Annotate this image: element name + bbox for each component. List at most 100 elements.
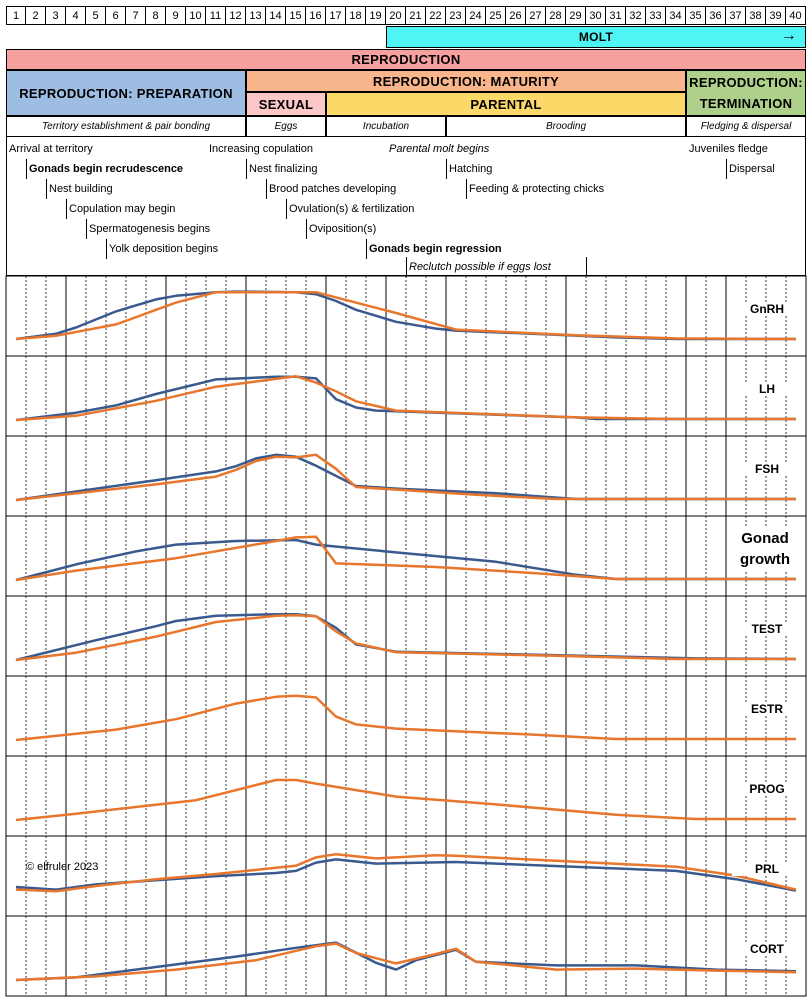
day-cell: 10 (186, 6, 206, 25)
phase-termination-label-1: REPRODUCTION: (689, 75, 803, 90)
reproduction-label: REPRODUCTION (351, 52, 461, 67)
phase-parental-label: PARENTAL (470, 96, 542, 112)
panel-border (5, 675, 807, 757)
day-cell: 16 (306, 6, 326, 25)
day-cell: 26 (506, 6, 526, 25)
female-series-line (15, 852, 797, 893)
subphase-incubation-label: Incubation (362, 121, 410, 132)
day-cell: 31 (606, 6, 626, 25)
event-marker (406, 257, 407, 277)
event-label: Gonads begin regression (369, 243, 502, 255)
event-label: Nest building (49, 183, 113, 195)
molt-label: MOLT (578, 30, 614, 44)
male-series-line (15, 375, 796, 422)
male-series-line (15, 453, 796, 502)
day-cell: 27 (526, 6, 546, 25)
phase-sexual-label: SEXUAL (258, 96, 314, 112)
event-marker (266, 179, 267, 199)
arrow-right-icon: → (780, 27, 797, 44)
subphase-eggs-label: Eggs (274, 121, 298, 132)
hormone-label: GnRH (732, 302, 802, 316)
male-series-line (15, 941, 797, 982)
male-series-line (15, 290, 796, 341)
day-cell: 3 (46, 6, 66, 25)
phase-termination-label-2: TERMINATION (699, 96, 793, 111)
day-cell: 9 (166, 6, 186, 25)
day-cell: 36 (706, 6, 726, 25)
day-cell: 24 (466, 6, 486, 25)
hormone-label: PRL (732, 862, 802, 876)
panel-border (5, 435, 807, 517)
day-cell: 19 (366, 6, 386, 25)
day-cell: 2 (26, 6, 46, 25)
day-cell: 38 (746, 6, 766, 25)
day-cell: 13 (246, 6, 266, 25)
event-marker (86, 219, 87, 239)
panel-border (5, 835, 807, 917)
subphase-incubation: Incubation (326, 116, 446, 137)
female-series-line (15, 614, 796, 662)
event-marker (466, 179, 467, 199)
subphase-territory: Territory establishment & pair bonding (6, 116, 246, 137)
day-cell: 18 (346, 6, 366, 25)
day-cell: 12 (226, 6, 246, 25)
event-marker (446, 159, 447, 179)
day-cell: 22 (426, 6, 446, 25)
event-label: Nest finalizing (249, 163, 318, 175)
panel-border (5, 355, 807, 437)
day-cell: 11 (206, 6, 226, 25)
phase-preparation: REPRODUCTION: PREPARATION (6, 70, 246, 116)
male-series-line (15, 858, 797, 892)
day-cell: 30 (586, 6, 606, 25)
day-cell: 21 (406, 6, 426, 25)
hormone-label: TEST (732, 622, 802, 636)
event-label: Feeding & protecting chicks (469, 183, 605, 195)
event-marker (726, 159, 727, 179)
subphase-brooding: Brooding (446, 116, 686, 137)
day-cell: 14 (266, 6, 286, 25)
event-marker (246, 159, 247, 179)
panel-border (5, 595, 807, 677)
day-cell: 33 (646, 6, 666, 25)
event-marker (26, 159, 27, 179)
female-series-line (15, 778, 796, 822)
day-cell: 29 (566, 6, 586, 25)
subphase-territory-label: Territory establishment & pair bonding (41, 121, 211, 132)
phase-sexual: SEXUAL (246, 92, 326, 116)
male-series-line (15, 538, 796, 582)
day-cell: 35 (686, 6, 706, 25)
female-series-line (15, 375, 796, 422)
day-cell: 34 (666, 6, 686, 25)
event-marker (46, 179, 47, 199)
subphase-brooding-label: Brooding (545, 121, 587, 132)
hormone-label: FSH (732, 462, 802, 476)
event-marker (306, 219, 307, 239)
phase-termination: REPRODUCTION: TERMINATION (686, 70, 806, 116)
hormone-label: CORT (732, 942, 802, 956)
subphase-fledging: Fledging & dispersal (686, 116, 806, 137)
day-cell: 7 (126, 6, 146, 25)
event-label: Reclutch possible if eggs lost (409, 261, 551, 273)
day-cell: 25 (486, 6, 506, 25)
reproduction-band: REPRODUCTION (6, 49, 806, 70)
event-marker (366, 239, 367, 259)
panel-border (5, 515, 807, 597)
event-label: Brood patches developing (269, 183, 397, 195)
hormone-label: Gonad growth (734, 528, 796, 570)
event-label: Spermatogenesis begins (89, 223, 211, 235)
event-label: Copulation may begin (69, 203, 176, 215)
event-marker (286, 199, 287, 219)
phase-preparation-label: REPRODUCTION: PREPARATION (19, 85, 233, 101)
event-label: Increasing copulation (209, 143, 313, 155)
event-label: Parental molt begins (389, 143, 490, 155)
female-series-line (15, 453, 796, 502)
subphase-fledging-label: Fledging & dispersal (700, 121, 792, 132)
day-cell: 20 (386, 6, 406, 25)
event-label: Juveniles fledge (689, 143, 768, 155)
female-series-line (15, 942, 797, 982)
day-cell: 40 (786, 6, 806, 25)
day-cell: 17 (326, 6, 346, 25)
event-marker (106, 239, 107, 259)
event-label: Dispersal (729, 163, 775, 175)
